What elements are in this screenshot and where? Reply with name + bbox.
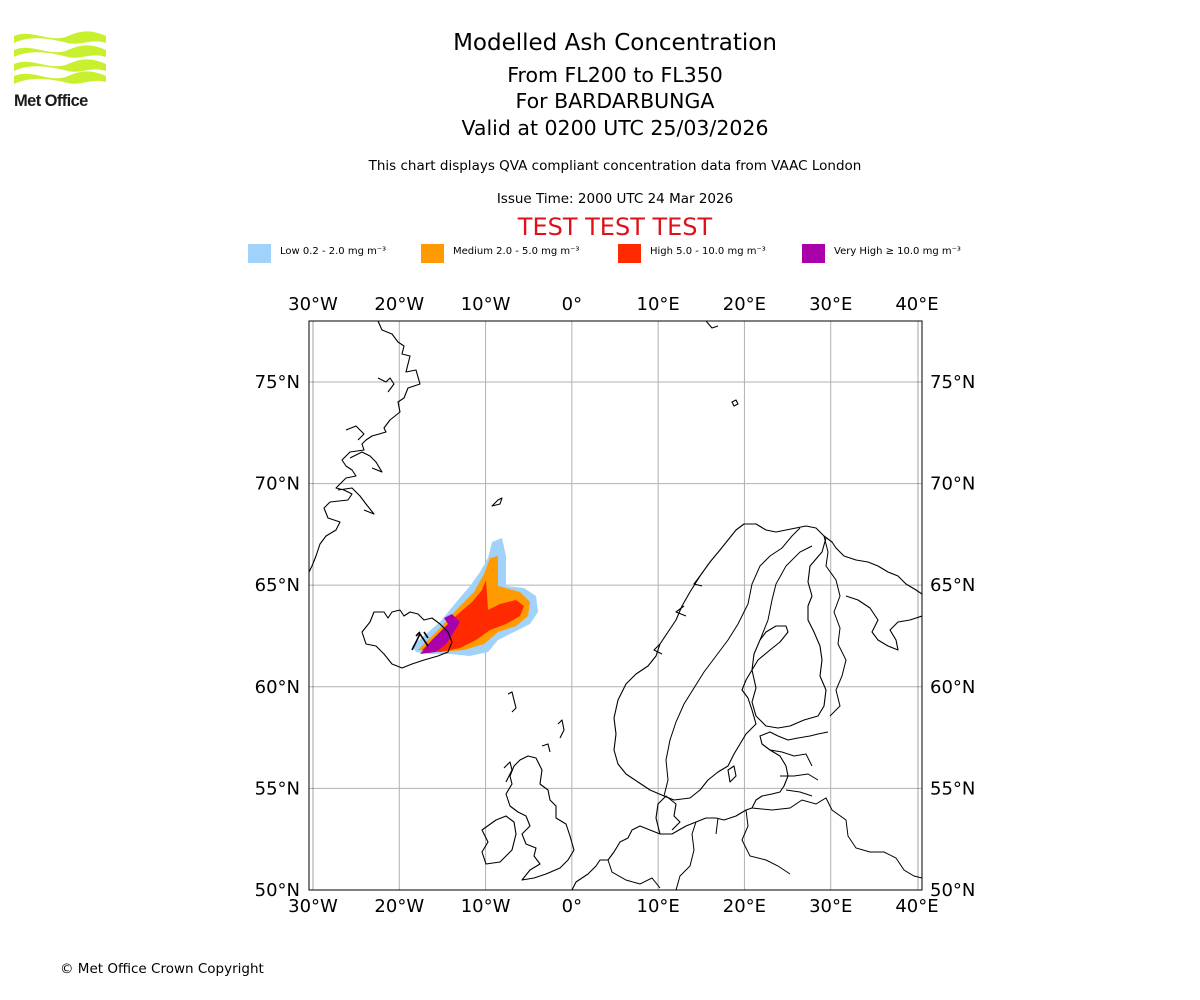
ash-cloud bbox=[412, 538, 538, 656]
coastline-norway-islands bbox=[653, 575, 703, 655]
valid-time: Valid at 0200 UTC 25/03/2026 bbox=[461, 116, 769, 140]
coastline-greenland-fjord-4 bbox=[337, 487, 375, 515]
ash-region-very-high bbox=[420, 614, 460, 654]
lon-tick-label-bottom: 30°W bbox=[288, 896, 338, 917]
lon-tick-label-top: 30°E bbox=[809, 294, 852, 315]
lon-tick-label-bottom: 30°E bbox=[809, 896, 852, 917]
coastline-gotland bbox=[727, 765, 737, 783]
coastline-faroe-islands bbox=[507, 691, 517, 713]
lat-tick-label-right: 55°N bbox=[930, 778, 975, 799]
lon-tick-label-top: 40°E bbox=[895, 294, 938, 315]
met-office-logo-text: Met Office bbox=[14, 92, 88, 110]
coastline-europe-continent bbox=[571, 731, 829, 890]
lat-tick-label-right: 60°N bbox=[930, 677, 975, 698]
copyright-notice: © Met Office Crown Copyright bbox=[60, 961, 264, 977]
coastline-bear-island bbox=[731, 399, 739, 407]
met-office-logo bbox=[14, 31, 106, 84]
lon-tick-label-top: 10°E bbox=[637, 294, 680, 315]
coastlines bbox=[309, 321, 922, 890]
test-banner: TEST TEST TEST bbox=[517, 213, 713, 241]
axis-tick-labels: 30°W 30°W 20°W 20°W 10°W 10°W 0° 0° 10°E 10°E 20°E… bbox=[255, 294, 976, 917]
border-norway-sweden bbox=[663, 527, 801, 797]
lat-tick-label-left: 75°N bbox=[255, 372, 300, 393]
coastline-svalbard-edge bbox=[705, 321, 719, 329]
flight-level-range: From FL200 to FL350 bbox=[507, 63, 723, 87]
coastline-greenland-fjord-1 bbox=[377, 377, 395, 393]
coastline-kola-white-sea bbox=[845, 595, 922, 651]
lon-tick-label-top: 30°W bbox=[288, 294, 338, 315]
met-office-wave-icon bbox=[14, 31, 106, 84]
lat-tick-label-right: 50°N bbox=[930, 880, 975, 901]
coastline-orkney bbox=[541, 743, 551, 753]
chart-title: Modelled Ash Concentration bbox=[453, 30, 777, 56]
lon-tick-label-bottom: 20°W bbox=[374, 896, 424, 917]
lon-tick-label-bottom: 40°E bbox=[895, 896, 938, 917]
map-background bbox=[309, 321, 922, 890]
coastline-greenland-fjord-2 bbox=[345, 425, 365, 441]
coastline-shetland bbox=[557, 719, 565, 739]
border-baltic-states bbox=[769, 749, 819, 797]
volcano-name: For BARDARBUNGA bbox=[515, 89, 715, 113]
lat-tick-label-left: 70°N bbox=[255, 474, 300, 495]
lon-tick-label-top: 0° bbox=[562, 294, 582, 315]
lat-tick-label-left: 50°N bbox=[255, 880, 300, 901]
lat-tick-label-right: 70°N bbox=[930, 474, 975, 495]
border-central-europe bbox=[675, 797, 922, 890]
iceland-volcano-marker bbox=[411, 631, 429, 651]
coastline-greenland-fjord-3 bbox=[349, 451, 383, 473]
lat-tick-label-left: 60°N bbox=[255, 677, 300, 698]
coastline-iceland bbox=[361, 609, 453, 669]
border-benelux-france bbox=[607, 859, 661, 889]
qva-subtitle: This chart displays QVA compliant concen… bbox=[368, 158, 862, 174]
coastline-finland bbox=[751, 537, 827, 729]
lat-tick-label-left: 65°N bbox=[255, 575, 300, 596]
lat-tick-label-left: 55°N bbox=[255, 778, 300, 799]
lon-tick-label-bottom: 10°E bbox=[637, 896, 680, 917]
coastline-great-britain bbox=[505, 755, 575, 881]
lon-tick-label-bottom: 10°W bbox=[461, 896, 511, 917]
issue-time: Issue Time: 2000 UTC 24 Mar 2026 bbox=[496, 191, 734, 207]
lon-tick-label-top: 10°W bbox=[461, 294, 511, 315]
coastline-denmark bbox=[655, 795, 681, 835]
lat-tick-label-right: 75°N bbox=[930, 372, 975, 393]
lon-tick-label-top: 20°W bbox=[374, 294, 424, 315]
coastline-sweden-baltic bbox=[663, 625, 789, 801]
coastline-ireland bbox=[481, 815, 517, 865]
coastline-greenland bbox=[309, 321, 421, 573]
border-finland-russia bbox=[823, 535, 847, 717]
lon-tick-label-bottom: 0° bbox=[562, 896, 582, 917]
lon-tick-label-top: 20°E bbox=[723, 294, 766, 315]
coastline-scandinavia bbox=[613, 523, 922, 797]
map-inner-frame bbox=[312, 320, 919, 891]
lon-tick-label-bottom: 20°E bbox=[723, 896, 766, 917]
border-sweden-finland bbox=[759, 545, 813, 641]
coastline-jan-mayen bbox=[491, 497, 503, 507]
coastline-outer-hebrides bbox=[503, 761, 513, 783]
borders bbox=[607, 527, 922, 890]
lat-tick-label-right: 65°N bbox=[930, 575, 975, 596]
